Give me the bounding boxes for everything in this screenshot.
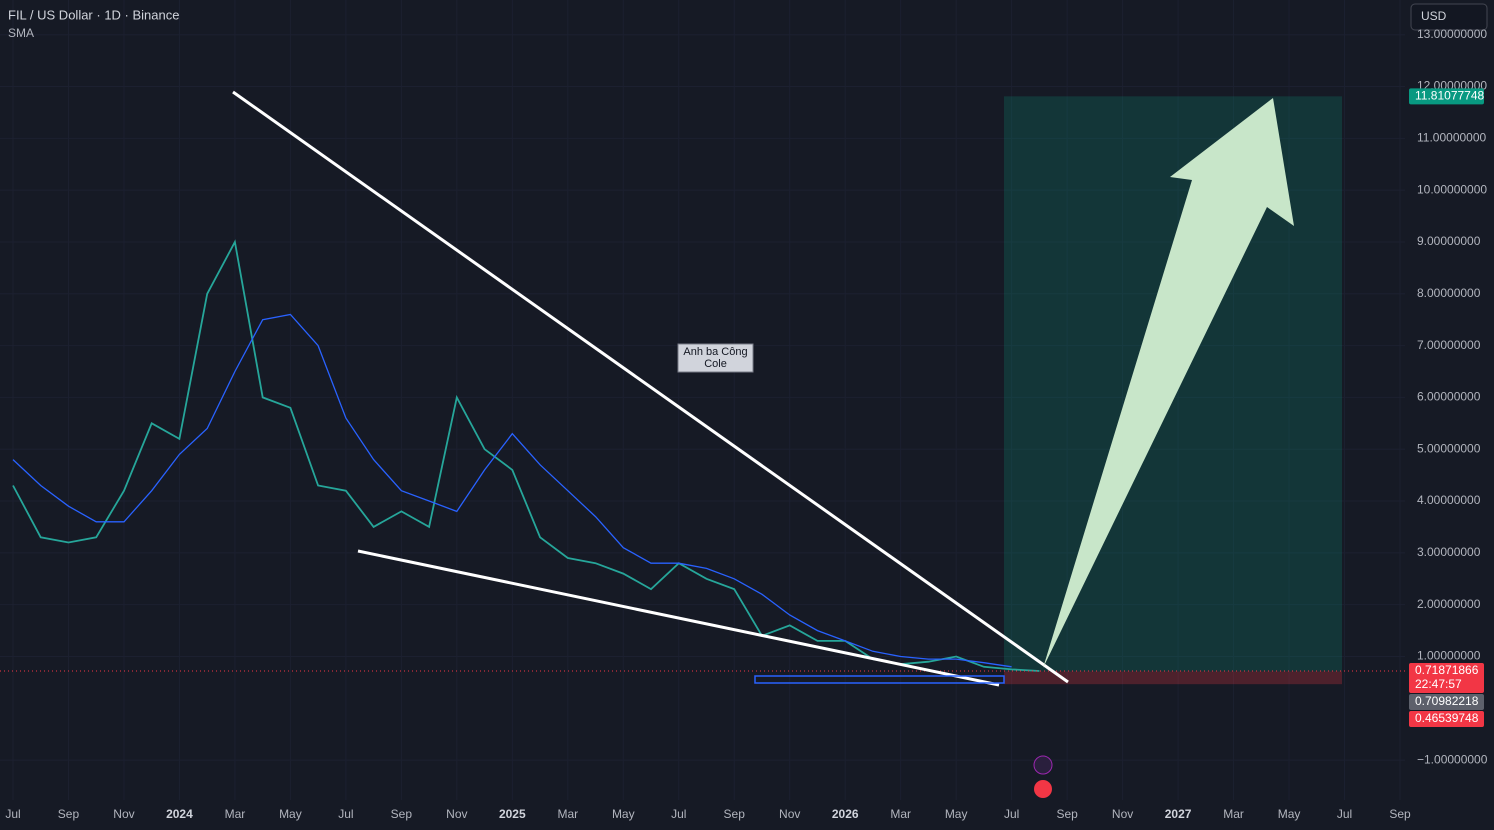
- y-tick-label: 1.00000000: [1417, 649, 1481, 663]
- annotation: Anh ba Công Cole: [683, 346, 747, 370]
- price-label-box: [1409, 88, 1484, 105]
- y-tick-label: −1.00000000: [1417, 752, 1488, 766]
- currency[interactable]: USD: [1421, 9, 1447, 23]
- x-tick-label: Nov: [446, 807, 467, 821]
- x-tick-label: Nov: [113, 807, 134, 821]
- lower-trend-line: [357, 549, 1000, 687]
- x-tick-label: 2025: [499, 807, 526, 821]
- x-tick-label: May: [279, 807, 302, 821]
- price-label-box: [1409, 663, 1484, 694]
- x-tick-label: Mar: [1223, 807, 1244, 821]
- y-tick-label: 10.00000000: [1417, 182, 1487, 196]
- x-tick-label: Jul: [1004, 807, 1019, 821]
- x-tick-label: May: [612, 807, 635, 821]
- x-tick-label: Sep: [58, 807, 80, 821]
- axis-labels: 13.0000000012.0000000011.0000000010.0000…: [5, 27, 1487, 821]
- x-tick-label: Nov: [1112, 807, 1133, 821]
- sma-line: [12, 313, 1012, 668]
- support-box: [754, 675, 1005, 684]
- x-tick-label: Jul: [1337, 807, 1352, 821]
- y-tick-label: 2.00000000: [1417, 597, 1481, 611]
- x-tick-label: Sep: [724, 807, 746, 821]
- currency-button[interactable]: [1410, 3, 1488, 31]
- price-label-box: [1409, 694, 1484, 711]
- trend-lines: [232, 90, 1294, 687]
- x-tick-label: Sep: [1389, 807, 1411, 821]
- price-label-box: [1409, 711, 1484, 728]
- x-tick-label: 2026: [832, 807, 859, 821]
- price-label: 0.46539748: [1415, 711, 1479, 725]
- y-tick-label: 7.00000000: [1417, 338, 1481, 352]
- x-tick-label: Mar: [890, 807, 911, 821]
- plot: [0, 239, 1405, 672]
- x-tick-label: Jul: [671, 807, 686, 821]
- x-tick-label: 2027: [1165, 807, 1192, 821]
- flag-icon[interactable]: [1034, 780, 1052, 798]
- x-tick-label: Sep: [391, 807, 413, 821]
- event-icon[interactable]: [1033, 755, 1053, 775]
- upper-trend-line: [232, 90, 1069, 684]
- x-tick-label: Sep: [1056, 807, 1078, 821]
- y-tick-label: 13.00000000: [1417, 27, 1487, 41]
- chart-title: FIL / US Dollar · 1D · Binance: [8, 7, 179, 22]
- x-tick-label: 2024: [166, 807, 193, 821]
- y-tick-label: 5.00000000: [1417, 441, 1481, 455]
- x-tick-label: May: [945, 807, 968, 821]
- y-tick-label: 11.00000000: [1417, 131, 1487, 145]
- x-tick-label: Mar: [557, 807, 578, 821]
- price-label: 0.71871866: [1415, 663, 1479, 677]
- y-tick-label: 9.00000000: [1417, 234, 1481, 248]
- y-tick-label: 6.00000000: [1417, 390, 1481, 404]
- countdown: 22:47:57: [1415, 677, 1462, 691]
- price-label: 11.81077748: [1415, 89, 1485, 103]
- y-tick-label: 4.00000000: [1417, 493, 1481, 507]
- x-tick-label: May: [1278, 807, 1301, 821]
- grid: [0, 0, 1405, 800]
- x-tick-label: Jul: [338, 807, 353, 821]
- y-tick-label: 3.00000000: [1417, 545, 1481, 559]
- price-label: 0.70982218: [1415, 694, 1479, 708]
- x-tick-label: Mar: [225, 807, 246, 821]
- price-line: [12, 239, 1040, 672]
- y-tick-label: 8.00000000: [1417, 286, 1481, 300]
- indicator-label: SMA: [8, 26, 34, 40]
- stop-zone: [1004, 671, 1342, 685]
- x-tick-label: Nov: [779, 807, 800, 821]
- annotation-box: [677, 343, 754, 373]
- x-tick-label: Jul: [5, 807, 20, 821]
- up-arrow: [1043, 98, 1294, 668]
